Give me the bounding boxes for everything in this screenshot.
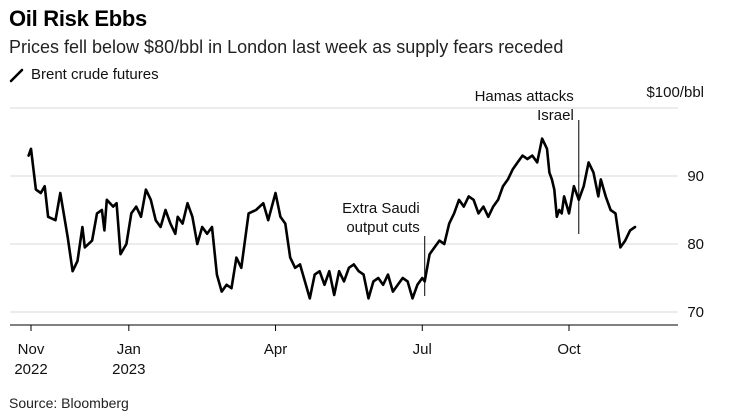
annotation-text-0: output cuts — [346, 219, 419, 236]
source-note: Source: Bloomberg — [9, 395, 129, 411]
chart-title: Oil Risk Ebbs — [9, 6, 147, 31]
x-tick-label: 2022 — [14, 361, 47, 378]
legend-line-icon — [9, 68, 24, 82]
annotation-text-0: Extra Saudi — [342, 200, 420, 217]
x-tick-label: Oct — [557, 341, 581, 358]
y-tick-label-70: 70 — [687, 304, 704, 321]
x-tick-label: 2023 — [112, 361, 145, 378]
x-tick-label: Jan — [117, 341, 141, 358]
series-group — [27, 137, 637, 300]
x-axis — [10, 324, 678, 331]
annotation-text-1: Hamas attacks — [475, 88, 574, 105]
x-tick-labels: Nov 2022 Jan 2023 Apr Jul Oct — [14, 341, 581, 378]
x-tick-label: Nov — [18, 341, 45, 358]
y-tick-label-80: 80 — [687, 236, 704, 253]
x-tick-label: Apr — [264, 341, 287, 358]
chart-subtitle: Prices fell below $80/bbl in London last… — [9, 37, 564, 57]
legend-entry: Brent crude futures — [31, 66, 159, 83]
y-tick-label-90: 90 — [687, 168, 704, 185]
x-tick-label: Jul — [413, 341, 432, 358]
y-tick-labels: 70 80 90 $100/bbl — [646, 84, 704, 321]
y-unit-label: $100/bbl — [646, 84, 704, 101]
annotation-text-1: Israel — [537, 107, 574, 124]
legend: Brent crude futures — [9, 66, 159, 83]
annotations: Extra Saudi output cuts Hamas attacks Israe… — [342, 88, 580, 296]
series-line-brent — [27, 137, 637, 300]
gridlines — [10, 107, 678, 313]
